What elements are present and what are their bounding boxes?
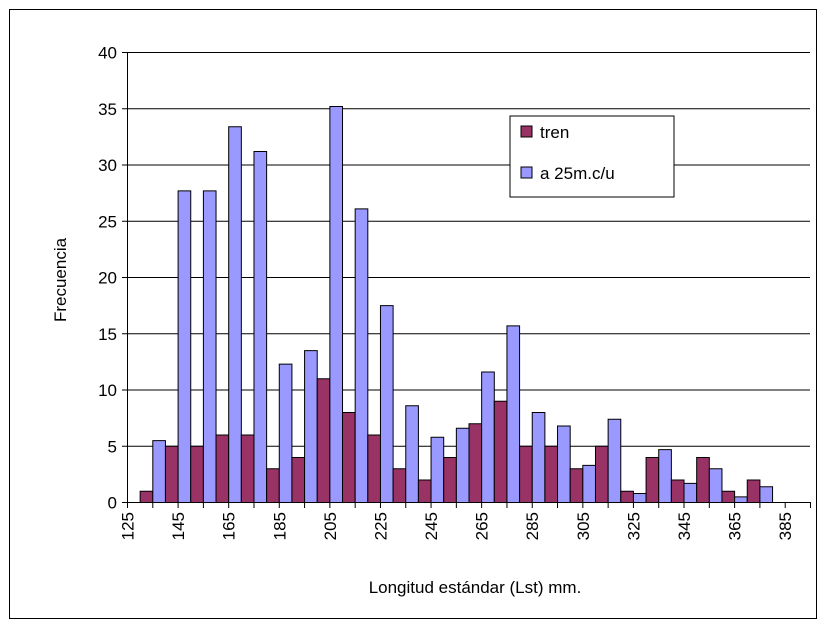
x-tick-label: 165	[220, 512, 239, 540]
x-axis-title: Longitud estándar (Lst) mm.	[369, 578, 582, 597]
bar-25m-185	[278, 363, 293, 503]
legend-box	[509, 115, 675, 198]
y-tick-label: 30	[98, 156, 117, 175]
bar-tren-235	[392, 468, 407, 503]
bar-tren-225	[367, 434, 381, 503]
bar-tren-155	[190, 445, 204, 503]
bar-25m-285	[531, 412, 546, 503]
bar-25m-155	[202, 190, 217, 503]
chart-svg: 0 5 10 15 20 25 30 35 40 125 145 165 185 205 225 245 26…	[51, 44, 811, 597]
bar-25m-315	[607, 418, 622, 503]
bar-tren-375	[746, 479, 761, 503]
legend: tren a 25m.c/u	[509, 115, 675, 198]
bar-25m-325	[632, 493, 647, 503]
y-tick-label: 35	[98, 100, 117, 119]
x-tick-label: 385	[776, 512, 795, 540]
bar-25m-345	[683, 482, 698, 503]
bar-25m-295	[557, 425, 571, 503]
bar-tren-185	[266, 468, 280, 503]
bar-tren-145	[164, 445, 179, 503]
bar-tren-245	[417, 479, 432, 503]
x-tick-label: 145	[169, 512, 188, 540]
bar-25m-305	[582, 464, 596, 503]
bar-25m-145	[177, 190, 192, 503]
bar-tren-205	[316, 378, 331, 503]
bar-tren-165	[215, 434, 230, 503]
bar-25m-245	[430, 436, 445, 503]
x-tick-label: 245	[422, 512, 441, 540]
chart-area: 0 5 10 15 20 25 30 35 40 125 145 165 185 205 225 245 26…	[9, 9, 817, 619]
x-tick-label: 345	[675, 512, 694, 540]
bar-tren-315	[594, 445, 609, 503]
x-tick-label: 205	[321, 512, 340, 540]
x-tick-labels: 125 145 165 185 205 225 245 265 285 305 325 345 365 3…	[119, 512, 796, 540]
legend-label-25m: a 25m.c/u	[540, 164, 615, 183]
bar-25m-265	[481, 371, 495, 503]
x-tick-label: 325	[624, 512, 643, 540]
y-tick-label: 40	[98, 44, 117, 63]
bar-tren-335	[645, 457, 660, 503]
bar-25m-205	[329, 106, 344, 503]
x-tick-label: 225	[371, 512, 390, 540]
bar-tren-295	[544, 445, 559, 503]
y-axis-title: Frecuencia	[51, 237, 70, 322]
bar-25m-355	[708, 468, 723, 503]
bar-tren-195	[291, 457, 306, 503]
bar-25m-375	[759, 486, 774, 503]
x-tick-label: 285	[523, 512, 542, 540]
bar-25m-255	[455, 427, 470, 503]
y-tick-label: 10	[98, 381, 117, 400]
bar-25m-335	[658, 449, 672, 503]
bar-tren-275	[493, 400, 508, 503]
legend-swatch-tren	[520, 125, 533, 138]
bar-tren-285	[519, 445, 533, 503]
legend-label-tren: tren	[540, 123, 569, 142]
bar-25m-135	[152, 440, 166, 503]
x-tick-label: 185	[270, 512, 289, 540]
bar-25m-235	[405, 405, 419, 503]
x-tick-label: 365	[726, 512, 745, 540]
axes	[122, 52, 811, 508]
y-tick-label: 0	[108, 494, 117, 513]
y-tick-label: 20	[98, 269, 117, 288]
bar-25m-365	[734, 496, 748, 503]
x-tick-label: 125	[119, 512, 138, 540]
bar-tren-345	[670, 479, 685, 503]
bar-tren-135	[139, 490, 154, 503]
bar-tren-325	[620, 490, 634, 503]
bar-tren-175	[240, 434, 255, 503]
y-tick-label: 5	[108, 437, 117, 456]
bar-tren-265	[468, 423, 483, 503]
bar-25m-215	[354, 208, 369, 503]
bar-25m-225	[379, 305, 394, 503]
x-tick-label: 265	[473, 512, 492, 540]
bar-25m-165	[228, 126, 242, 503]
bar-25m-195	[304, 350, 318, 503]
bar-tren-355	[696, 457, 710, 503]
x-tick-label: 305	[574, 512, 593, 540]
y-tick-label: 25	[98, 212, 117, 231]
bar-tren-255	[443, 457, 457, 503]
legend-swatch-25m	[520, 166, 533, 179]
bar-tren-365	[721, 490, 736, 503]
bar-25m-275	[506, 325, 521, 503]
y-tick-labels: 0 5 10 15 20 25 30 35 40	[98, 44, 117, 513]
bar-tren-305	[569, 468, 584, 503]
y-tick-label: 15	[98, 325, 117, 344]
bar-tren-215	[342, 412, 356, 503]
bar-25m-175	[253, 151, 268, 503]
bars	[139, 106, 774, 503]
